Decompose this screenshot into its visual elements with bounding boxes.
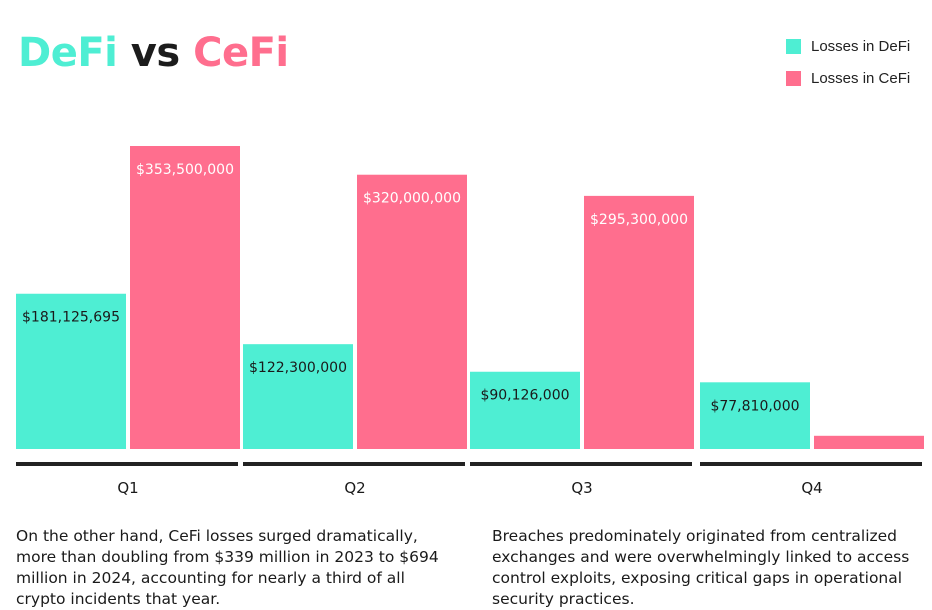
bar-defi-q3 (470, 371, 580, 449)
title-vs: vs (117, 30, 194, 76)
bar-cefi-q4 (814, 435, 924, 449)
bar-value-label: $320,000,000 (363, 191, 461, 207)
legend-swatch-cefi (786, 70, 801, 86)
legend-swatch-defi (786, 38, 801, 54)
bar-value-label: $181,125,695 (22, 310, 120, 326)
category-axis-line (700, 462, 922, 466)
bar-cefi-q1 (130, 146, 240, 449)
category-label: Q3 (571, 479, 592, 497)
category-axis-line (470, 462, 692, 466)
bar-defi-q1 (16, 293, 126, 449)
category-axis-line (243, 462, 465, 466)
category-label: Q4 (801, 479, 822, 497)
category-axis-line (16, 462, 238, 466)
legend-label-defi: Losses in DeFi (811, 37, 911, 55)
bar-defi-q4 (700, 382, 810, 449)
bar-value-label: $77,810,000 (710, 398, 799, 414)
legend: Losses in DeFi Losses in CeFi (786, 36, 910, 100)
bar-value-label: $90,126,000 (480, 388, 569, 404)
legend-item-defi: Losses in DeFi (786, 36, 910, 56)
bar-cefi-q2 (357, 174, 467, 449)
paragraph-right: Breaches predominately originated from c… (492, 527, 910, 608)
category-label: Q1 (117, 479, 138, 497)
title-cefi: CeFi (193, 30, 289, 76)
bar-chart: $181,125,695 $353,500,000 Q1 $122,300,000 $3… (16, 146, 924, 497)
paragraph-left: On the other hand, CeFi losses surged dr… (16, 527, 439, 608)
bar-value-label: $353,500,000 (136, 162, 234, 178)
legend-label-cefi: Losses in CeFi (811, 69, 911, 87)
category-label: Q2 (344, 479, 365, 497)
bar-value-label: $295,300,000 (590, 212, 688, 228)
bar-cefi-q3 (584, 195, 694, 449)
bar-value-label: $122,300,000 (249, 360, 347, 376)
bar-value-label: $15,400,000 (824, 421, 913, 437)
bar-defi-q2 (243, 344, 353, 449)
title-defi: DeFi (18, 30, 118, 76)
chart-title: DeFi vs CeFi (18, 30, 289, 76)
legend-item-cefi: Losses in CeFi (786, 68, 910, 88)
